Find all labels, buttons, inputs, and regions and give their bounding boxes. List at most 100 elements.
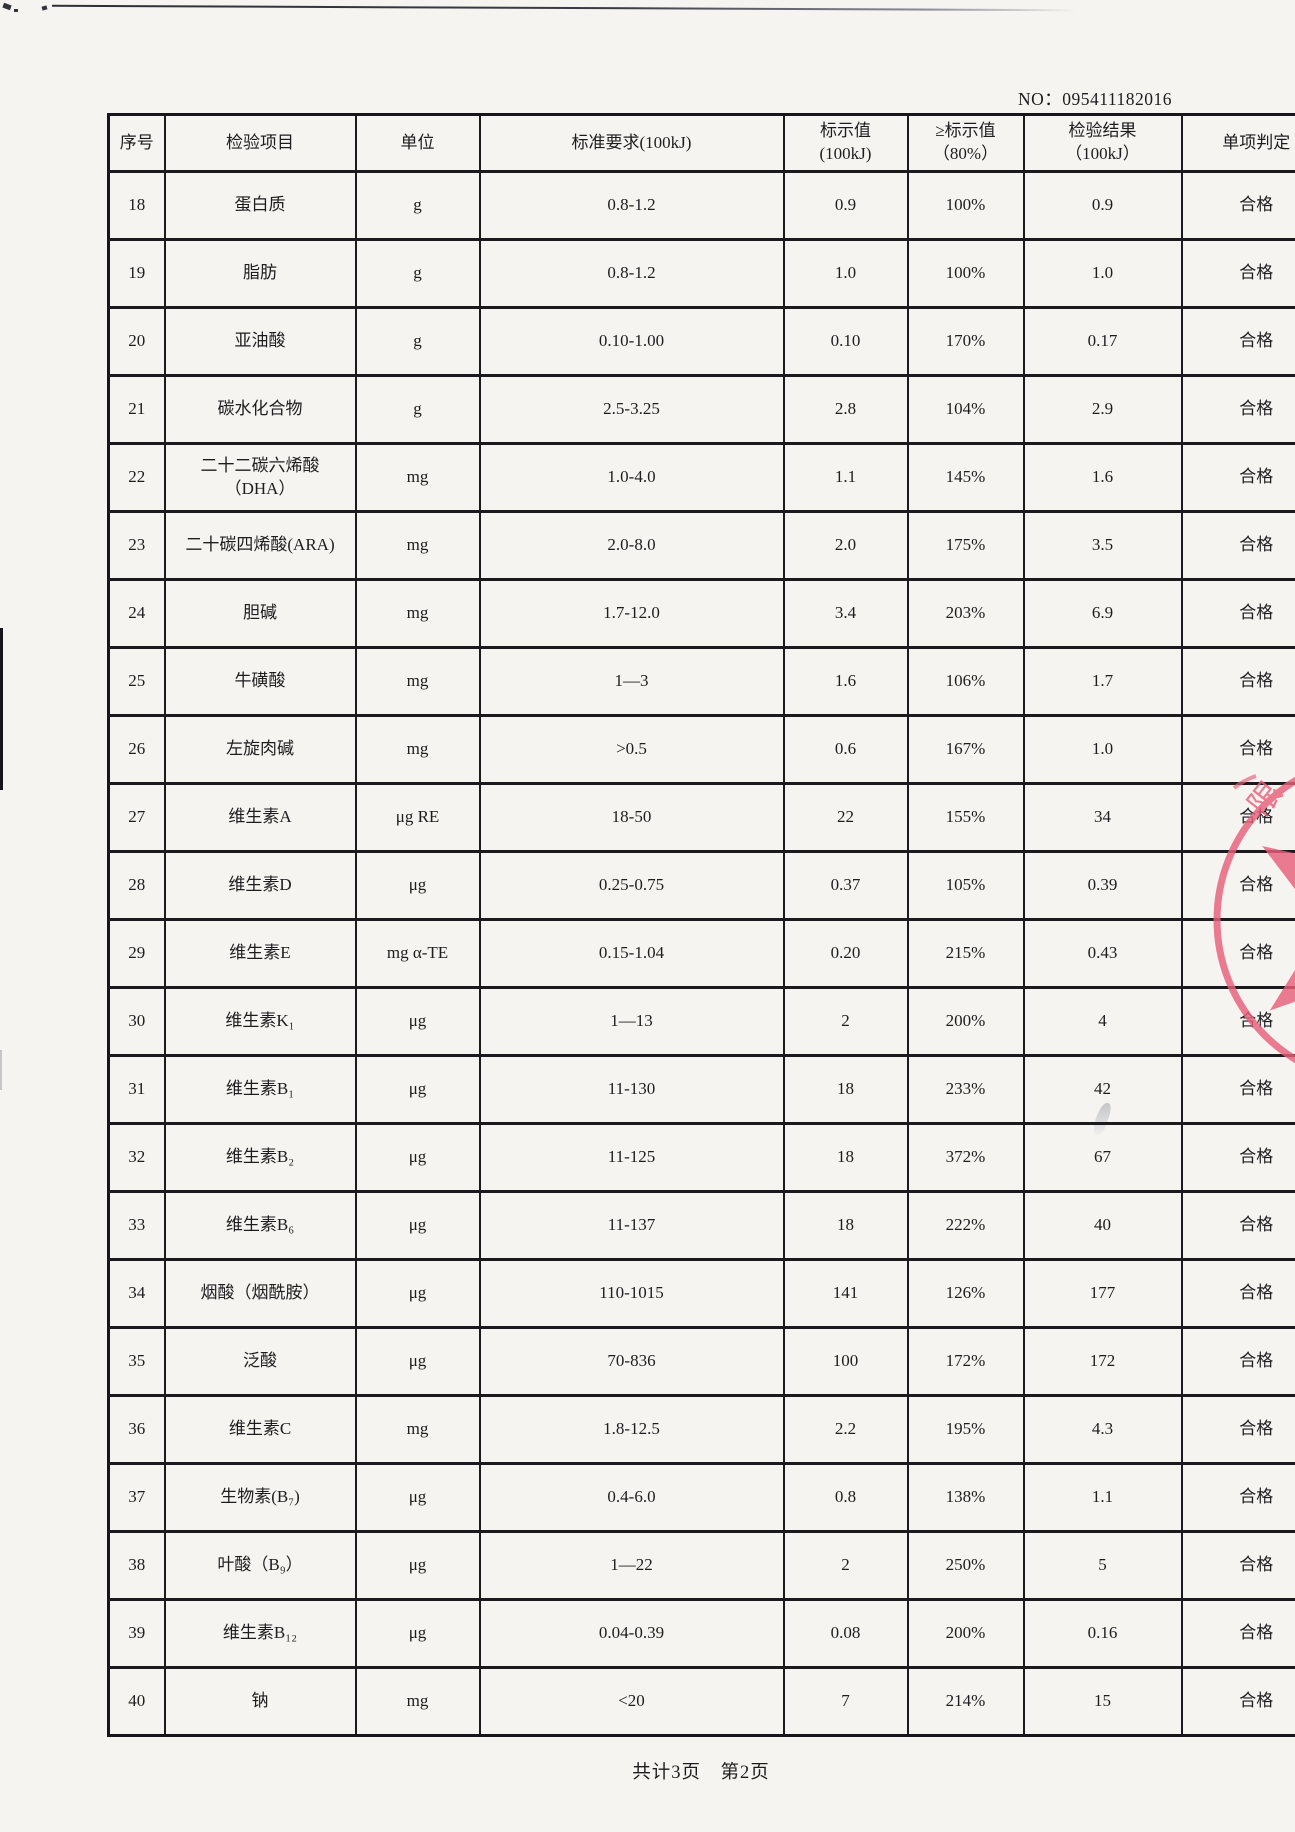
cell-standard: 0.10-1.00 xyxy=(478,306,785,377)
col-header-label: 单位 xyxy=(400,132,435,152)
cell-labeled-value: 0.08 xyxy=(782,1598,909,1669)
col-header-result: 检验结果 （100kJ） xyxy=(1022,113,1183,173)
cell-unit: mg xyxy=(354,1666,481,1737)
cell-result: 1.0 xyxy=(1022,238,1183,309)
cell-labeled-value: 1.1 xyxy=(782,442,909,513)
cell-item: 生物素(B₇) xyxy=(163,1462,357,1533)
cell-no: 21 xyxy=(107,374,166,445)
cell-labeled-value: 2.2 xyxy=(782,1394,909,1465)
cell-labeled-value: 18 xyxy=(782,1190,909,1261)
cell-ratio: 372% xyxy=(906,1122,1025,1193)
cell-unit: g xyxy=(354,170,481,241)
cell-judgment: 合格 xyxy=(1180,1598,1295,1669)
cell-no: 38 xyxy=(107,1530,166,1601)
cell-standard: 18-50 xyxy=(478,782,785,853)
cell-ratio: 106% xyxy=(906,646,1025,717)
cell-item: 维生素B₂ xyxy=(163,1122,357,1193)
cell-no: 36 xyxy=(107,1394,166,1465)
cell-no: 34 xyxy=(107,1258,166,1329)
cell-no: 25 xyxy=(107,646,166,717)
cell-ratio: 145% xyxy=(906,442,1025,513)
table-row: 22 二十二碳六烯酸 （DHA） mg 1.0-4.0 1.1 145% 1.6 合格 xyxy=(107,442,1295,513)
col-header-label: 单项判定 xyxy=(1222,132,1291,152)
cell-judgment: 合格 xyxy=(1180,306,1295,377)
cell-ratio: 175% xyxy=(906,510,1025,581)
scan-speck xyxy=(2,2,12,11)
cell-unit: mg xyxy=(354,646,481,717)
cell-standard: 0.8-1.2 xyxy=(478,238,785,309)
cell-standard: 0.4-6.0 xyxy=(478,1462,785,1533)
cell-labeled-value: 18 xyxy=(782,1122,909,1193)
cell-result: 4 xyxy=(1022,986,1183,1057)
col-header-unit: 单位 xyxy=(354,113,481,173)
cell-unit: g xyxy=(354,374,481,445)
cell-ratio: 104% xyxy=(906,374,1025,445)
table-row: 19 脂肪 g 0.8-1.2 1.0 100% 1.0 合格 xyxy=(107,238,1295,309)
cell-standard: 110-1015 xyxy=(478,1258,785,1329)
table-row: 31 维生素B₁ μg 11-130 18 233% 42 合格 xyxy=(107,1054,1295,1125)
cell-ratio: 203% xyxy=(906,578,1025,649)
cell-unit: μg xyxy=(354,1258,481,1329)
col-header-label: ≥标示值 xyxy=(935,121,996,141)
cell-unit: mg xyxy=(354,578,481,649)
cell-no: 40 xyxy=(107,1666,166,1737)
table-row: 37 生物素(B₇) μg 0.4-6.0 0.8 138% 1.1 合格 xyxy=(107,1462,1295,1533)
cell-no: 39 xyxy=(107,1598,166,1669)
col-header-item: 检验项目 xyxy=(163,113,357,173)
cell-result: 1.7 xyxy=(1022,646,1183,717)
cell-item: 叶酸（B₉） xyxy=(163,1530,357,1601)
cell-no: 22 xyxy=(107,442,166,513)
cell-standard: 1—3 xyxy=(478,646,785,717)
cell-no: 29 xyxy=(107,918,166,989)
table-row: 28 维生素D μg 0.25-0.75 0.37 105% 0.39 合格 xyxy=(107,850,1295,921)
cell-result: 3.5 xyxy=(1022,510,1183,581)
cell-no: 32 xyxy=(107,1122,166,1193)
cell-result: 40 xyxy=(1022,1190,1183,1261)
table-row: 23 二十碳四烯酸(ARA) mg 2.0-8.0 2.0 175% 3.5 合格 xyxy=(107,510,1295,581)
cell-ratio: 105% xyxy=(906,850,1025,921)
col-header-label: 标准要求(100kJ) xyxy=(571,132,692,152)
cell-standard: 1.8-12.5 xyxy=(478,1394,785,1465)
cell-ratio: 100% xyxy=(906,238,1025,309)
cell-unit: mg xyxy=(354,714,481,785)
cell-result: 177 xyxy=(1022,1258,1183,1329)
cell-labeled-value: 3.4 xyxy=(782,578,909,649)
cell-item: 脂肪 xyxy=(163,238,357,309)
cell-item: 碳水化合物 xyxy=(163,374,357,445)
cell-result: 1.6 xyxy=(1022,442,1183,513)
cell-judgment: 合格 xyxy=(1180,1122,1295,1193)
cell-result: 2.9 xyxy=(1022,374,1183,445)
cell-no: 33 xyxy=(107,1190,166,1261)
col-header-standard: 标准要求(100kJ) xyxy=(478,113,785,173)
cell-item: 维生素B₆ xyxy=(163,1190,357,1261)
col-header-label: 检验项目 xyxy=(226,132,294,152)
cell-ratio: 195% xyxy=(906,1394,1025,1465)
cell-result: 0.17 xyxy=(1022,306,1183,377)
cell-result: 67 xyxy=(1022,1122,1183,1193)
cell-standard: 0.04-0.39 xyxy=(478,1598,785,1669)
cell-no: 24 xyxy=(107,578,166,649)
cell-unit: μg xyxy=(354,1054,481,1125)
cell-standard: 11-137 xyxy=(478,1190,785,1261)
cell-labeled-value: 0.9 xyxy=(782,170,909,241)
cell-item: 维生素B₁ xyxy=(163,1054,357,1125)
cell-labeled-value: 0.6 xyxy=(782,714,909,785)
cell-ratio: 200% xyxy=(906,1598,1025,1669)
cell-unit: mg xyxy=(354,442,481,513)
cell-item: 维生素E xyxy=(163,918,357,989)
cell-no: 23 xyxy=(107,510,166,581)
cell-standard: 0.25-0.75 xyxy=(478,850,785,921)
page-footer: 共计3页 第2页 xyxy=(632,1763,770,1783)
cell-ratio: 233% xyxy=(906,1054,1025,1125)
cell-ratio: 138% xyxy=(906,1462,1025,1533)
cell-ratio: 172% xyxy=(906,1326,1025,1397)
cell-ratio: 214% xyxy=(906,1666,1025,1737)
cell-unit: μg xyxy=(354,1598,481,1669)
cell-item: 维生素K₁ xyxy=(163,986,357,1057)
cell-result: 6.9 xyxy=(1022,578,1183,649)
cell-result: 1.1 xyxy=(1022,1462,1183,1533)
cell-labeled-value: 100 xyxy=(782,1326,909,1397)
cell-judgment: 合格 xyxy=(1180,1326,1295,1397)
col-header-labeled-value: 标示值 (100kJ) xyxy=(782,113,909,173)
